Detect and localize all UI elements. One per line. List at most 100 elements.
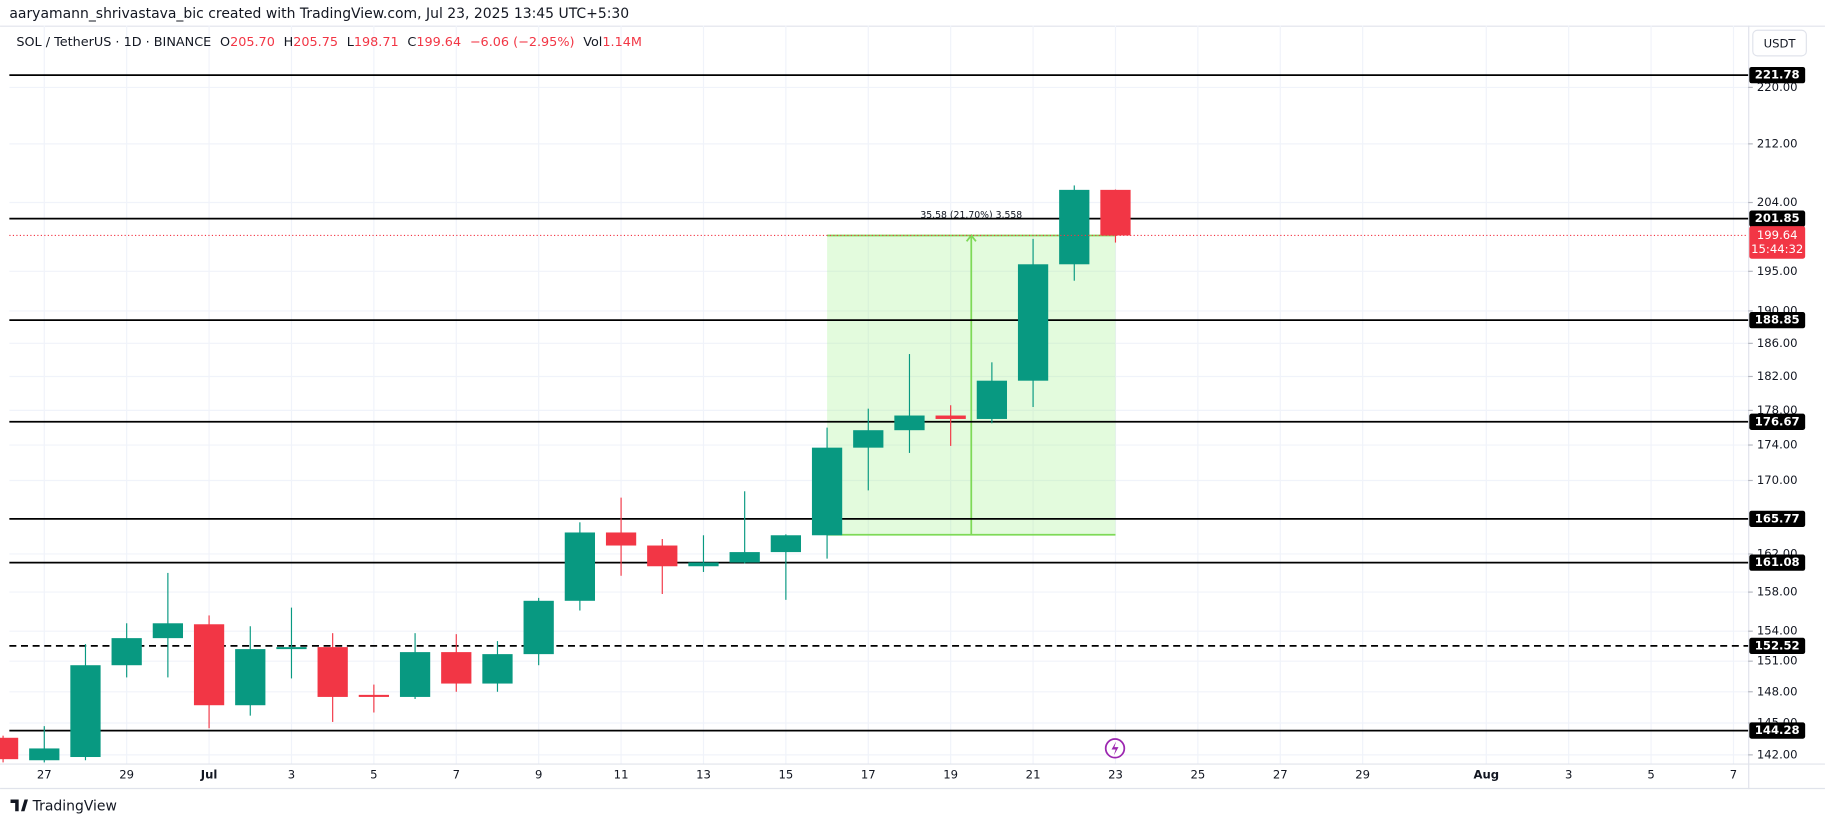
y-tick-label: 142.00 xyxy=(1757,747,1798,761)
last-price-label-bg xyxy=(1749,226,1806,259)
x-tick-label: 21 xyxy=(1026,768,1041,782)
legend-value: 205.70 xyxy=(230,34,275,49)
y-tick-label: 178.00 xyxy=(1757,403,1798,417)
legend-value: 205.75 xyxy=(293,34,338,49)
price-line-label-bg xyxy=(1749,413,1806,430)
grid xyxy=(9,25,1749,764)
legend-value: 199.64 xyxy=(416,34,461,49)
price-line-label: 176.67 xyxy=(1755,414,1800,428)
x-tick-label: 3 xyxy=(288,768,295,782)
candle-body xyxy=(523,600,554,655)
y-tick-label: 151.00 xyxy=(1757,654,1798,668)
price-line-label-bg xyxy=(1749,554,1806,571)
candle-body xyxy=(1059,189,1090,265)
y-tick-label: 148.00 xyxy=(1757,684,1798,698)
price-line-label-bg xyxy=(1749,210,1806,227)
legend: SOL / TetherUS · 1D · BINANCE O205.70 H2… xyxy=(16,34,642,49)
currency[interactable]: USDT xyxy=(1764,37,1797,51)
candle-body xyxy=(647,545,678,567)
legend-label: C xyxy=(407,34,416,49)
currency-button[interactable] xyxy=(1752,29,1807,57)
x-tick-label: 29 xyxy=(1355,768,1370,782)
y-tick-label: 182.00 xyxy=(1757,369,1798,383)
candle-body xyxy=(729,552,760,563)
x-tick-label: 25 xyxy=(1190,768,1205,782)
price-line-label-bg xyxy=(1749,510,1806,528)
candle-body xyxy=(770,535,802,553)
event-icon-bolt xyxy=(1111,741,1119,756)
x-tick-label: Jul xyxy=(200,768,218,782)
price-line-label: 221.78 xyxy=(1755,68,1800,82)
x-tick-label: 19 xyxy=(943,768,958,782)
y-tick-label: 154.00 xyxy=(1757,624,1798,638)
price-line-label-bg xyxy=(1749,722,1806,739)
price-line-label: 188.85 xyxy=(1755,313,1800,327)
candle-body xyxy=(358,694,390,697)
watermark: TradingView xyxy=(32,799,117,815)
x-tick-label: 29 xyxy=(119,768,134,782)
candle-body xyxy=(688,562,719,567)
candle-body xyxy=(811,447,843,536)
price-line-label: 165.77 xyxy=(1755,511,1800,525)
candle-body xyxy=(1100,189,1131,236)
candle-body xyxy=(853,430,884,448)
y-tick-label: 220.00 xyxy=(1757,80,1798,94)
legend-label: Vol xyxy=(583,34,602,49)
candle-body xyxy=(70,665,101,758)
countdown: 15:44:32 xyxy=(1751,242,1803,256)
x-tick-label: 7 xyxy=(453,768,460,782)
legend-value: 198.71 xyxy=(354,34,399,49)
measure-arrowhead xyxy=(965,234,977,242)
candle-body xyxy=(152,623,184,639)
y-tick-label: 212.00 xyxy=(1757,136,1798,150)
y-tick-label: 186.00 xyxy=(1757,336,1798,350)
measure-label: 35.58 (21.70%) 3,558 xyxy=(920,210,1022,221)
candle-body xyxy=(0,737,19,760)
x-tick-label: 15 xyxy=(778,768,793,782)
candle-body xyxy=(976,380,1008,419)
last-price-label: 199.64 xyxy=(1757,228,1798,242)
legend-change: −6.06 (−2.95%) xyxy=(470,34,575,49)
symbol: SOL / TetherUS · 1D · BINANCE xyxy=(16,34,211,49)
logo-mark xyxy=(10,799,28,812)
header: aaryamann_shrivastava_bic created with T… xyxy=(9,6,629,22)
legend-value: 1.14M xyxy=(602,34,642,49)
candle-body xyxy=(564,532,596,601)
candle-body xyxy=(111,638,142,666)
x-tick-label: 5 xyxy=(1647,768,1654,782)
y-tick-label: 174.00 xyxy=(1757,438,1798,452)
candle-body xyxy=(29,748,60,761)
price-axis: 27 29 Jul 3 5 7 9 11 13 15 17 19 21 23 25 27 29 Aug 3 5 7 142… xyxy=(37,66,1806,782)
price-line-label-bg xyxy=(1749,66,1806,84)
candle-body xyxy=(276,647,307,650)
price-line-label: 144.28 xyxy=(1755,723,1800,737)
price-line-label: 152.52 xyxy=(1755,638,1800,652)
price-line-label-bg xyxy=(1749,312,1806,329)
x-tick-label: 17 xyxy=(861,768,876,782)
x-tick-label: 27 xyxy=(37,768,52,782)
y-tick-label: 195.00 xyxy=(1757,264,1798,278)
candle-body xyxy=(441,652,472,684)
x-tick-label: 27 xyxy=(1273,768,1288,782)
x-tick-label: Aug xyxy=(1473,768,1499,782)
x-tick-label: 5 xyxy=(370,768,377,782)
candle-body xyxy=(399,652,431,697)
legend-label: H xyxy=(284,34,294,49)
y-tick-label: 158.00 xyxy=(1757,585,1798,599)
x-tick-label: 9 xyxy=(535,768,542,782)
legend-label: L xyxy=(347,34,355,49)
y-tick-label: 204.00 xyxy=(1757,195,1798,209)
candle-body xyxy=(1017,264,1049,381)
candle-body xyxy=(317,647,348,697)
logo: TradingView xyxy=(10,799,117,815)
plot: 35.58 (21.70%) 3,558 xyxy=(0,74,1749,763)
candle-body xyxy=(935,415,966,419)
price-line-label: 201.85 xyxy=(1755,211,1800,225)
x-tick-label: 23 xyxy=(1108,768,1123,782)
candle-body xyxy=(193,624,225,706)
x-tick-label: 13 xyxy=(696,768,711,782)
candle-body xyxy=(605,532,637,546)
candle-body xyxy=(894,415,925,431)
